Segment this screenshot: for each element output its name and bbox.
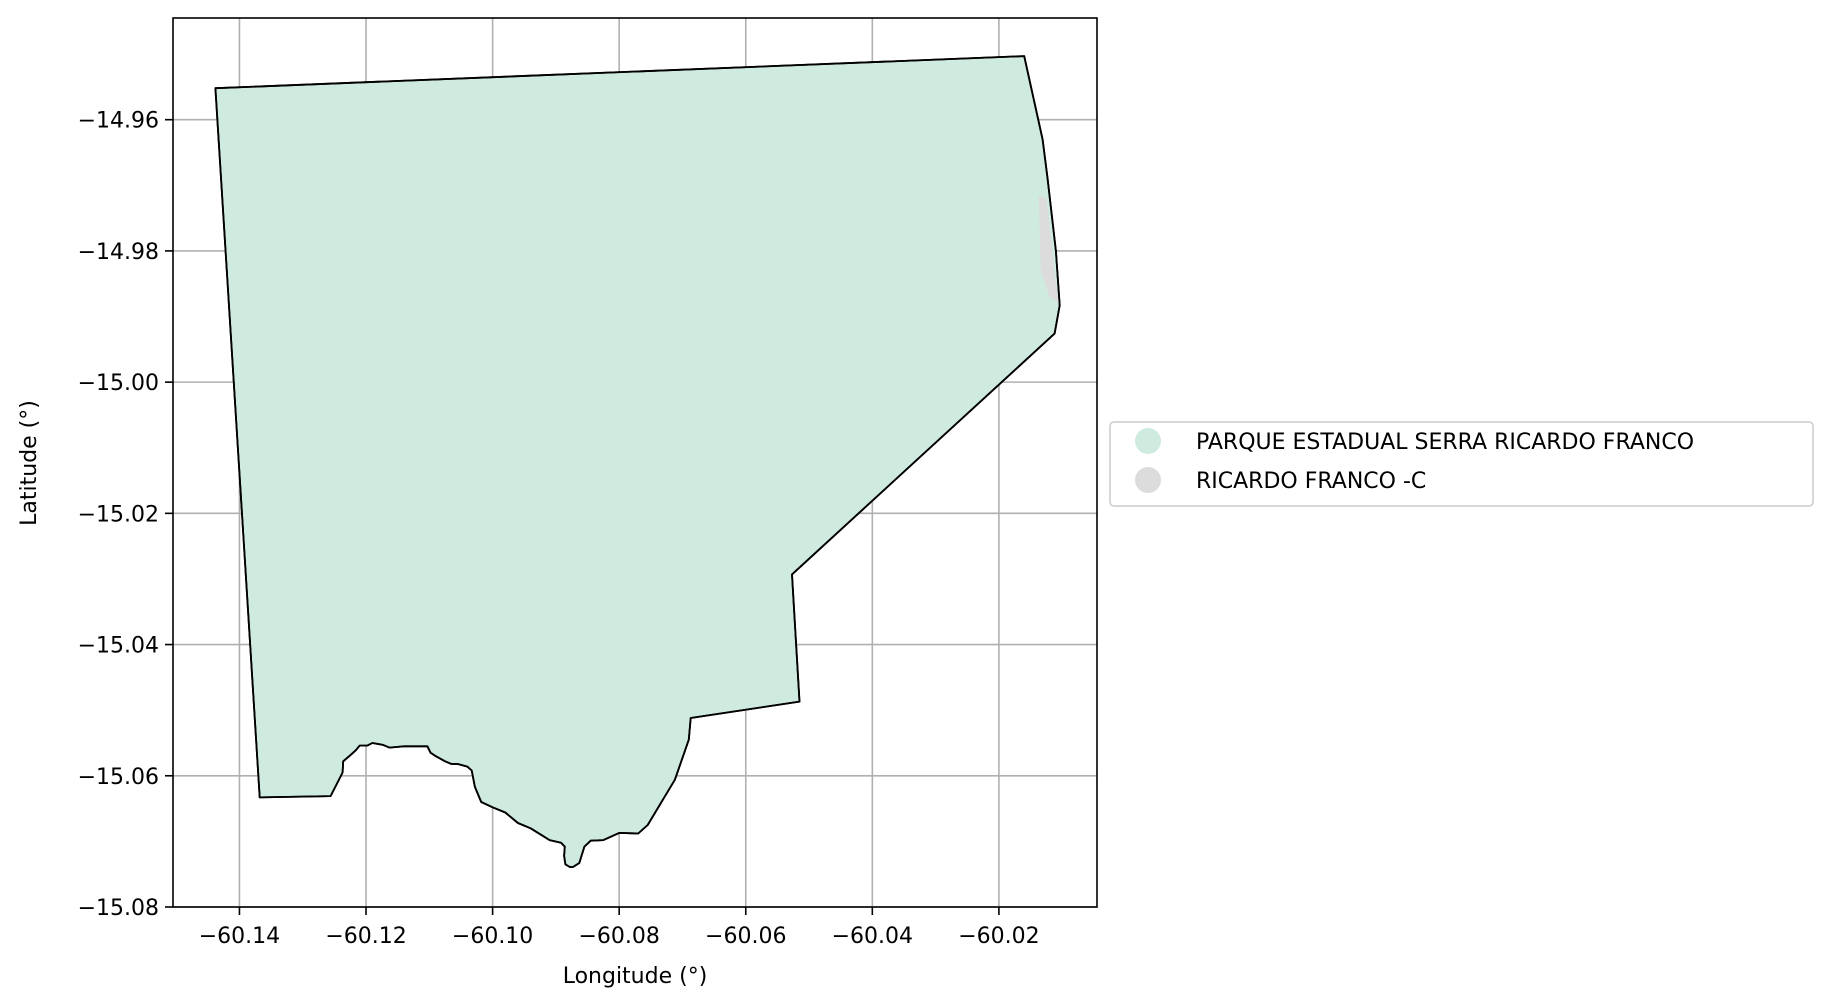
y-tick-label-1: −14.98 bbox=[78, 240, 159, 265]
y-tick-label-3: −15.02 bbox=[78, 502, 159, 527]
region-polygon-ricardo-franco-c bbox=[1038, 195, 1059, 304]
y-tick-label-5: −15.06 bbox=[78, 765, 159, 790]
x-tick-label-3: −60.08 bbox=[578, 924, 659, 949]
y-tick-label-2: −15.00 bbox=[78, 371, 159, 396]
x-tick-label-0: −60.14 bbox=[199, 924, 280, 949]
map-polygons bbox=[214, 55, 1061, 868]
y-axis-ticks: −14.96 −14.98 −15.00 −15.02 −15.04 −15.06 −15.… bbox=[78, 109, 173, 921]
x-tick-label-1: −60.12 bbox=[325, 924, 406, 949]
y-tick-label-6: −15.08 bbox=[78, 896, 159, 921]
plot-frame bbox=[172, 17, 1098, 908]
y-tick-label-0: −14.96 bbox=[78, 109, 159, 134]
y-axis-label: Latitude (°) bbox=[17, 400, 42, 526]
legend-swatch-parque bbox=[1135, 428, 1161, 454]
legend: PARQUE ESTADUAL SERRA RICARDO FRANCO RIC… bbox=[1109, 421, 1814, 507]
x-axis-ticks: −60.14 −60.12 −60.10 −60.08 −60.06 −60.04 −60.… bbox=[199, 907, 1040, 949]
x-tick-label-6: −60.02 bbox=[958, 924, 1039, 949]
y-tick-label-4: −15.04 bbox=[78, 634, 159, 659]
legend-label-parque: PARQUE ESTADUAL SERRA RICARDO FRANCO bbox=[1196, 430, 1694, 455]
region-outline-parque bbox=[214, 55, 1061, 868]
legend-label-ricardo-franco-c: RICARDO FRANCO -C bbox=[1196, 469, 1426, 494]
x-axis-label: Longitude (°) bbox=[563, 964, 708, 989]
legend-swatch-ricardo-franco-c bbox=[1135, 467, 1161, 493]
x-tick-label-2: −60.10 bbox=[452, 924, 533, 949]
legend-box bbox=[1109, 421, 1814, 507]
region-polygon-parque bbox=[214, 55, 1061, 868]
x-tick-label-5: −60.04 bbox=[832, 924, 913, 949]
x-tick-label-4: −60.06 bbox=[705, 924, 786, 949]
